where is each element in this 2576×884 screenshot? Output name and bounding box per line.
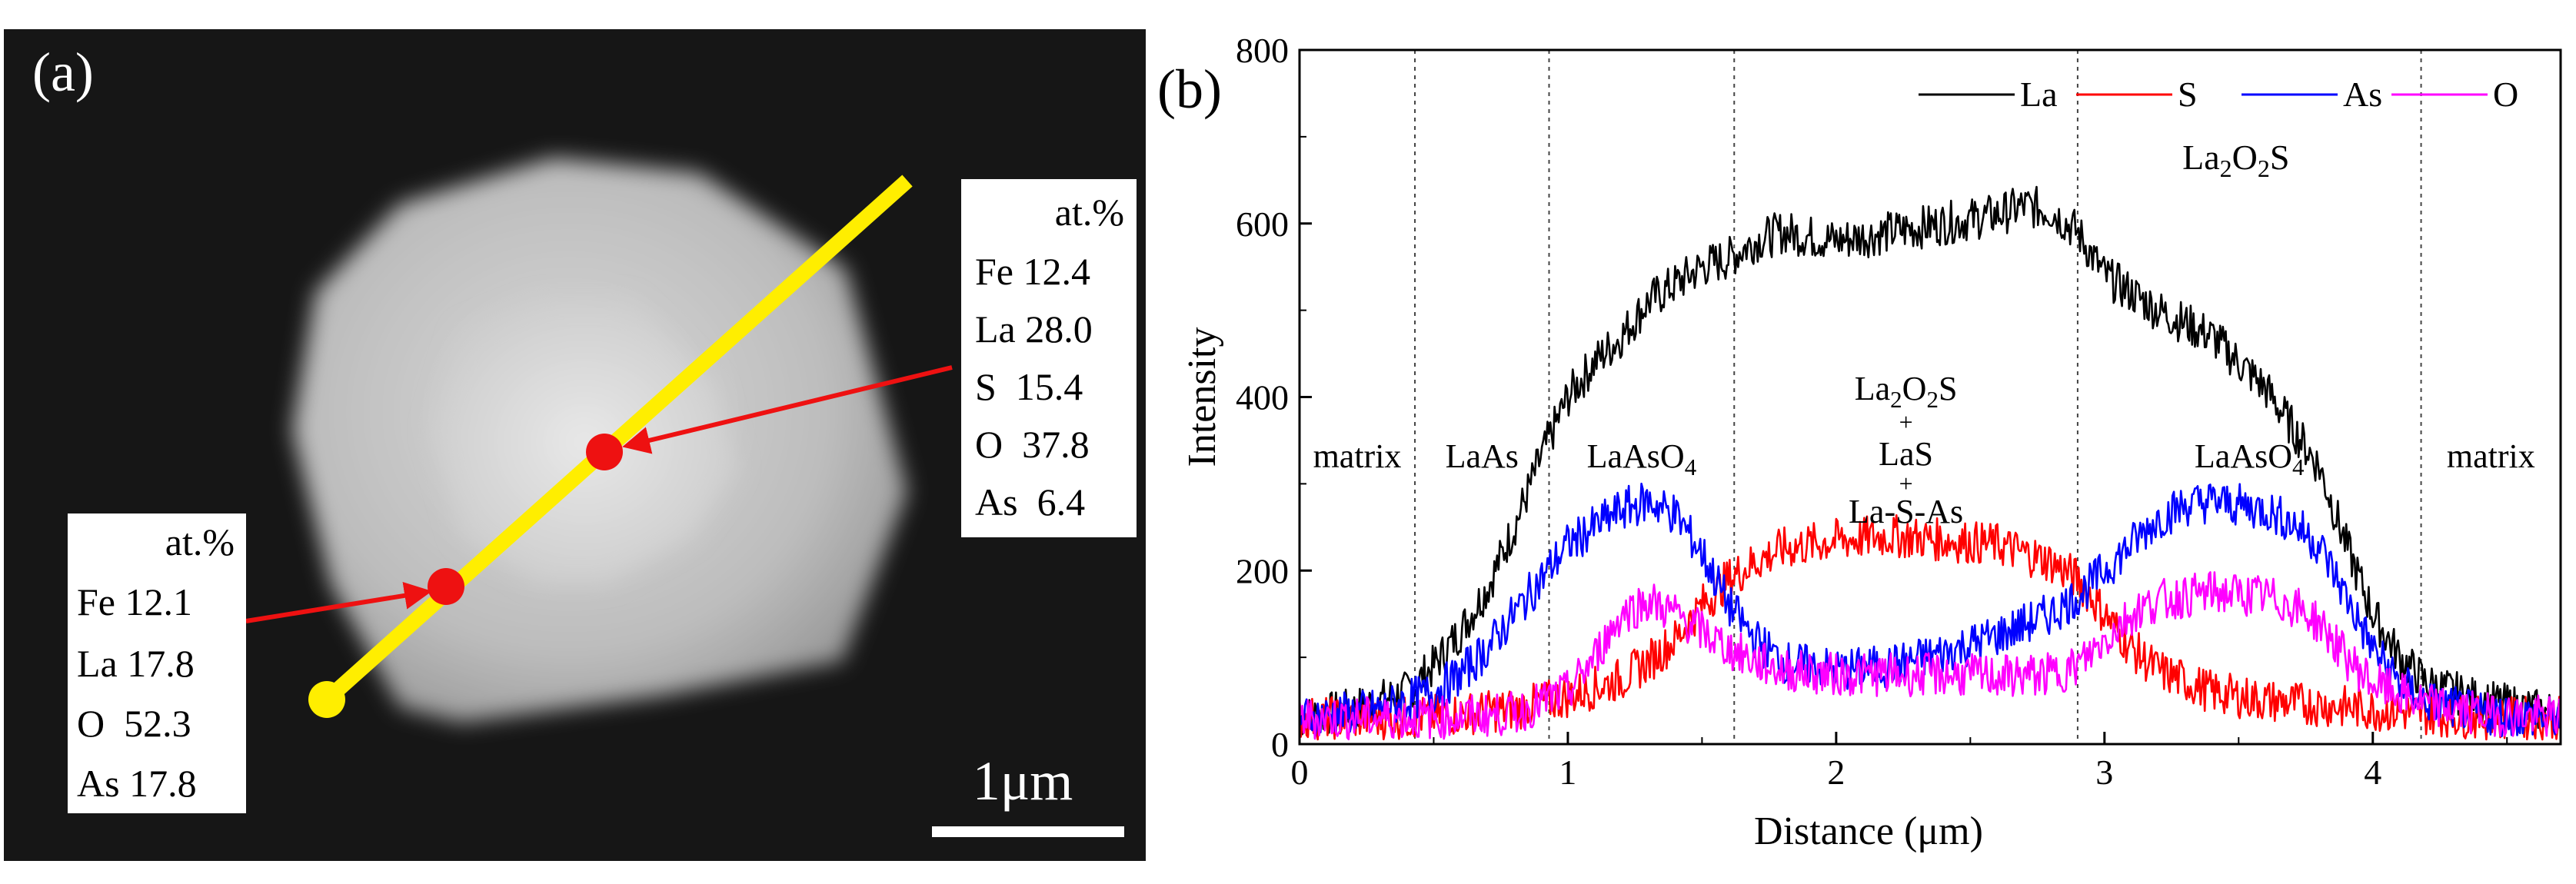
legend-label-La: La <box>2020 75 2058 114</box>
region-label: matrix <box>1313 437 1402 475</box>
legend-label-S: S <box>2178 75 2198 114</box>
sem-grain-inner <box>431 300 738 584</box>
legend-label-As: As <box>2343 75 2382 114</box>
x-tick-label: 3 <box>2095 753 2113 792</box>
y-tick-label: 600 <box>1236 204 1289 244</box>
y-tick-label: 0 <box>1271 725 1289 764</box>
composition-row: Fe 12.1 <box>77 580 192 623</box>
composition-row: La 17.8 <box>77 642 195 685</box>
region-label: LaAsO4 <box>1587 437 1697 480</box>
mixed-region-label: La2O2S <box>1855 370 1958 413</box>
composition-header: at.% <box>165 520 235 563</box>
panel-a-label: (a) <box>32 42 94 103</box>
region-label: LaAsO4 <box>2195 437 2305 480</box>
mixed-region-label: La-S-As <box>1849 493 1963 530</box>
composition-box-inner: at.% Fe 12.4 La 28.0 S 15.4 O 37.8 As 6.… <box>961 179 1137 537</box>
panel-a: (a) at.% Fe 12.4 La 28.0 S 15.4 O 37.8 A… <box>4 29 1146 861</box>
composition-row: Fe 12.4 <box>975 250 1090 293</box>
composition-row: As 6.4 <box>975 480 1085 523</box>
phase-label-top: La2O2S <box>2182 138 2289 182</box>
arrow-to-inner-point <box>622 365 953 454</box>
legend-label-O: O <box>2493 75 2518 114</box>
panel-b-label: (b) <box>1157 58 1222 120</box>
series-line-S <box>1298 514 2562 741</box>
y-tick-label: 400 <box>1236 378 1289 417</box>
arrow-to-outer-point <box>245 581 432 623</box>
x-tick-label: 1 <box>1559 753 1576 792</box>
scale-bar-label: 1μm <box>973 750 1073 812</box>
analysis-point-outer <box>428 568 464 605</box>
mixed-region-label: + <box>1899 470 1913 497</box>
mixed-region-label: LaS <box>1879 435 1933 473</box>
composition-box-outer: at.% Fe 12.1 La 17.8 O 52.3 As 17.8 <box>68 513 246 813</box>
mixed-region-label: + <box>1899 408 1913 436</box>
x-tick-label: 4 <box>2364 753 2381 792</box>
x-tick-label: 2 <box>1827 753 1845 792</box>
line-scan-start-point <box>308 681 345 718</box>
y-axis-title: Intensity <box>1180 327 1224 467</box>
composition-row: La 28.0 <box>975 307 1093 351</box>
series-line-As <box>1298 482 2562 739</box>
series-line-La <box>1298 185 2562 736</box>
region-label: matrix <box>2447 437 2535 475</box>
composition-row: O 37.8 <box>975 423 1090 466</box>
y-tick-label: 800 <box>1236 31 1289 70</box>
line-scan-chart: 0 1 2 3 4 0 200 400 600 800 Distance (μm) Intensity… <box>1180 31 2562 853</box>
analysis-point-inner <box>586 434 623 470</box>
region-label: LaAs <box>1446 437 1519 475</box>
x-axis-title: Distance (μm) <box>1754 809 1983 853</box>
y-tick-label: 200 <box>1236 551 1289 590</box>
composition-row: S 15.4 <box>975 365 1083 408</box>
panel-b: (b) 0 1 2 3 4 0 200 400 600 800 Distance (μm) Inten… <box>1157 31 2562 853</box>
series-line-O <box>1298 571 2562 740</box>
composition-row: O 52.3 <box>77 702 191 745</box>
scale-bar <box>932 826 1124 837</box>
composition-header: at.% <box>1055 191 1124 234</box>
x-tick-label: 0 <box>1291 753 1309 792</box>
composition-row: As 17.8 <box>77 762 197 805</box>
